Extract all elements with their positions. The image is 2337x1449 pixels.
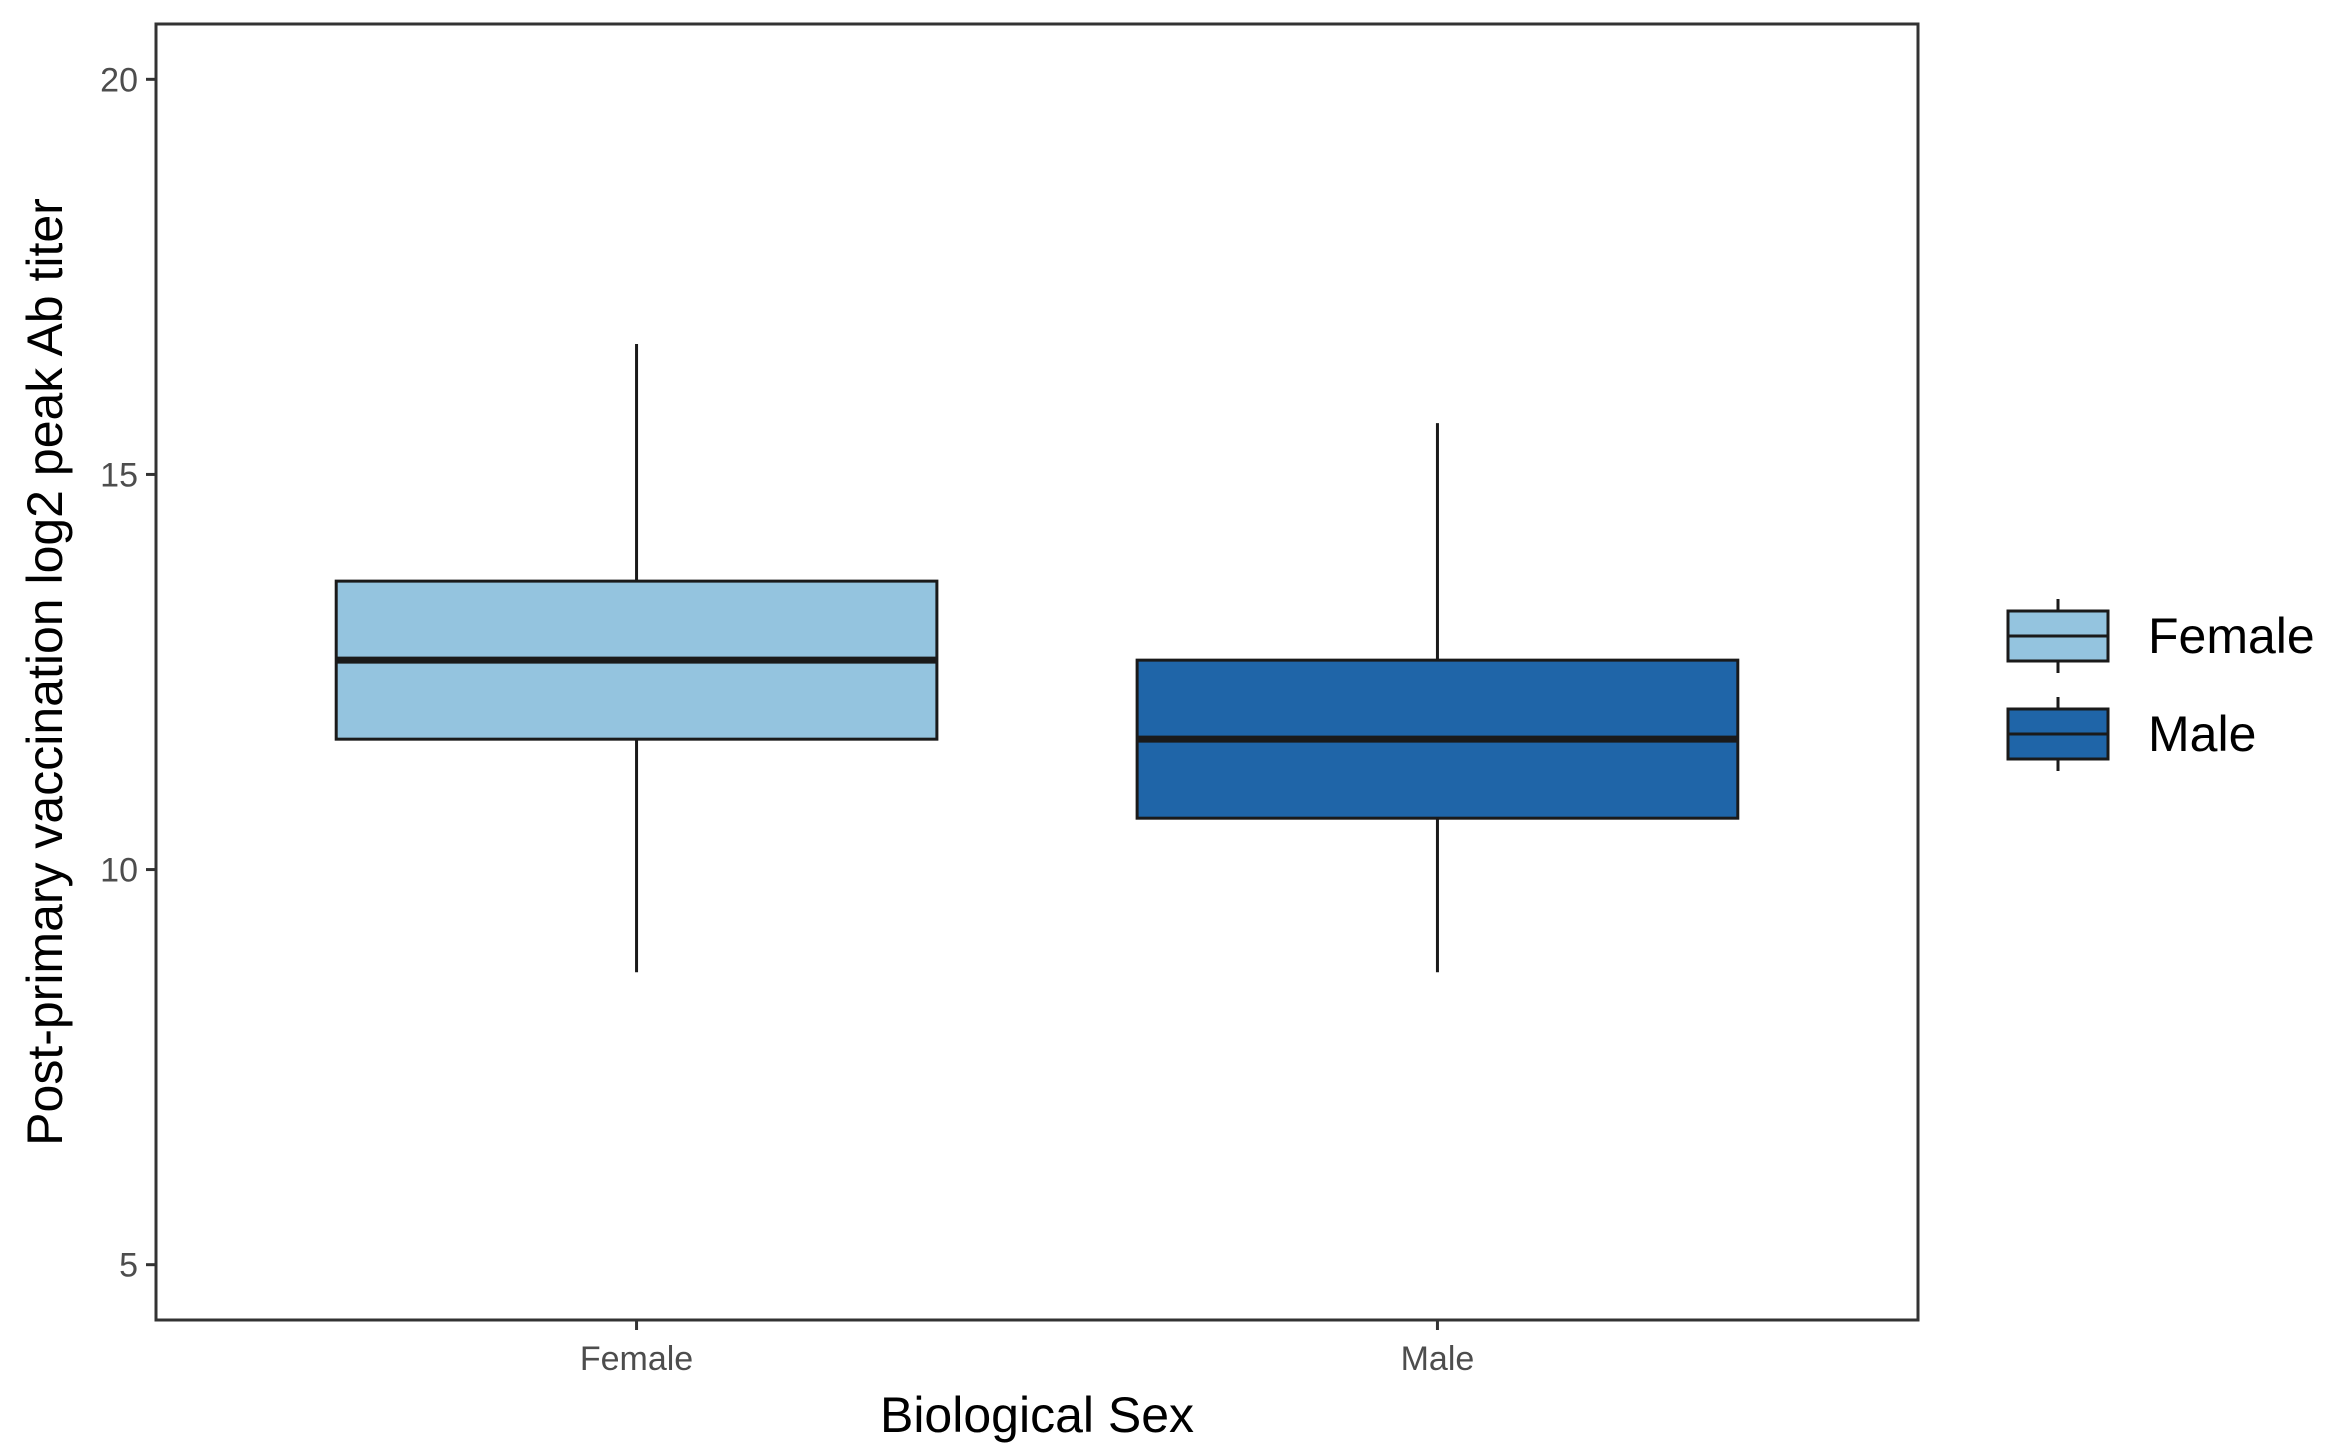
legend-item-male: Male bbox=[2006, 697, 2256, 771]
y-tick-label: 5 bbox=[119, 1247, 138, 1285]
x-axis: Female Male bbox=[580, 1320, 1474, 1378]
x-tick-label: Female bbox=[580, 1340, 693, 1378]
y-tick-label: 10 bbox=[100, 852, 138, 890]
legend-item-female: Female bbox=[2006, 599, 2315, 673]
legend: Female Male bbox=[2006, 599, 2315, 771]
boxes-layer bbox=[334, 344, 1740, 973]
legend-label: Female bbox=[2148, 608, 2315, 664]
legend-label: Male bbox=[2148, 706, 2256, 762]
x-axis-title: Biological Sex bbox=[880, 1387, 1194, 1443]
box-male bbox=[1135, 423, 1740, 973]
y-axis-title: Post-primary vaccination log2 peak Ab ti… bbox=[17, 198, 73, 1146]
y-tick-label: 15 bbox=[100, 456, 138, 494]
x-tick-label: Male bbox=[1401, 1340, 1475, 1378]
box-female bbox=[334, 344, 939, 973]
y-axis: 5 10 15 20 bbox=[100, 61, 156, 1285]
y-tick-label: 20 bbox=[100, 61, 138, 99]
